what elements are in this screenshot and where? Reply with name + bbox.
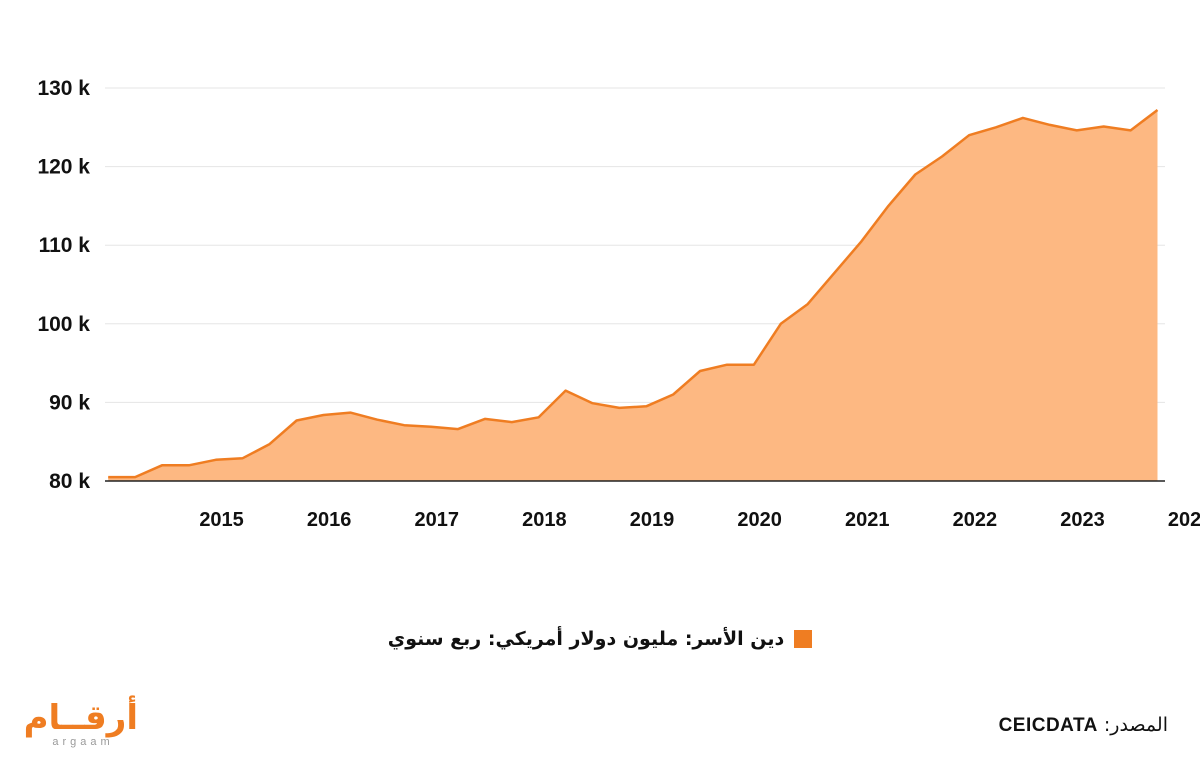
source-label: المصدر: bbox=[1103, 714, 1168, 736]
legend: دين الأسر: مليون دولار أمريكي: ربع سنوي bbox=[0, 628, 1200, 650]
x-axis-ticks: 2015 2016 2017 2018 2019 2020 2021 2022 2023 2024 bbox=[199, 509, 1200, 531]
x-tick-label: 2016 bbox=[307, 509, 352, 531]
x-tick-label: 2020 bbox=[737, 509, 782, 531]
legend-swatch bbox=[794, 630, 813, 648]
x-tick-label: 2017 bbox=[415, 509, 460, 531]
x-tick-label: 2019 bbox=[630, 509, 675, 531]
y-axis-ticks: 80 k 90 k 100 k 110 k 120 k 130 k bbox=[37, 77, 90, 493]
y-tick-label: 120 k bbox=[37, 156, 90, 179]
legend-label: دين الأسر: مليون دولار أمريكي: ربع سنوي bbox=[387, 628, 785, 650]
logo-subtext: argaam bbox=[52, 736, 114, 748]
source-value: CEICDATA bbox=[998, 715, 1098, 736]
source-credit: المصدر: CEICDATA bbox=[999, 714, 1168, 737]
x-tick-label: 2023 bbox=[1060, 509, 1105, 531]
y-tick-label: 100 k bbox=[37, 313, 90, 336]
series-area bbox=[108, 110, 1158, 481]
argaam-logo: أرقــام argaam bbox=[23, 698, 138, 752]
x-tick-label: 2022 bbox=[953, 509, 998, 531]
x-tick-label: 2018 bbox=[522, 509, 567, 531]
y-tick-label: 90 k bbox=[49, 391, 90, 414]
y-tick-label: 130 k bbox=[37, 77, 90, 100]
series-line bbox=[108, 109, 1159, 479]
x-tick-label: 2021 bbox=[845, 509, 890, 531]
x-tick-label: 2024 bbox=[1168, 509, 1200, 531]
y-tick-label: 80 k bbox=[49, 470, 90, 493]
logo-wordmark: أرقــام bbox=[23, 698, 138, 738]
y-tick-label: 110 k bbox=[39, 234, 91, 257]
x-tick-label: 2015 bbox=[199, 509, 244, 531]
